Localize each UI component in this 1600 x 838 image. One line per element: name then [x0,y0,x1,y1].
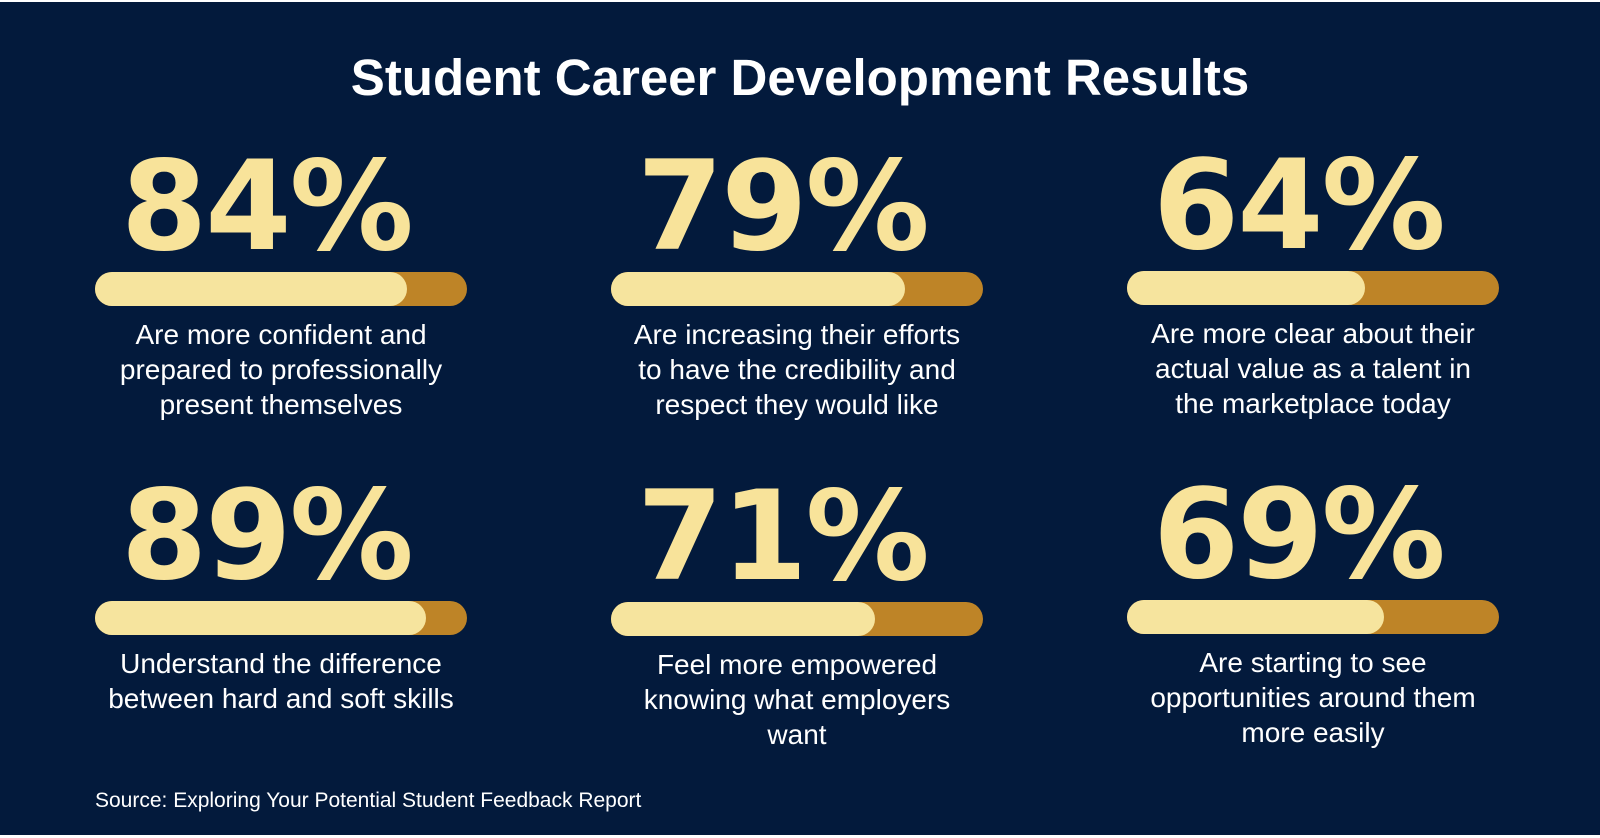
stat-description: Are increasing their efforts to have the … [633,319,961,420]
stat-percent: 64% [1153,134,1446,278]
stat-percent: 69% [1153,463,1446,607]
progress-bar-fill [95,272,408,306]
stat-description: Are starting to see opportunities around … [1150,647,1476,748]
progress-bar-track [611,272,983,306]
progress-bar-fill [1127,600,1384,634]
stat-description: Are more confident and prepared to profes… [119,319,443,420]
stat-description: Understand the difference between hard an… [108,648,454,714]
progress-bar-track [95,601,467,635]
progress-bar-fill [1127,271,1366,305]
progress-bar-track [1127,600,1499,634]
progress-bar-fill [611,272,905,306]
progress-bar-track [1127,271,1499,305]
stat-percent: 89% [121,464,414,608]
stat-description: Are more clear about their actual value a… [1151,318,1475,419]
stat-percent: 84% [121,135,414,279]
stat-percent: 79% [637,135,930,279]
progress-bar-track [95,272,467,306]
stat-description: Feel more empowered knowing what employer… [643,649,951,750]
progress-bar-fill [611,602,876,636]
stat-percent: 71% [637,465,930,609]
progress-bar-fill [95,601,427,635]
page-title: Student Career Development Results [350,49,1250,106]
source-note: Source: Exploring Your Potential Student… [95,789,642,812]
progress-bar-track [611,602,983,636]
